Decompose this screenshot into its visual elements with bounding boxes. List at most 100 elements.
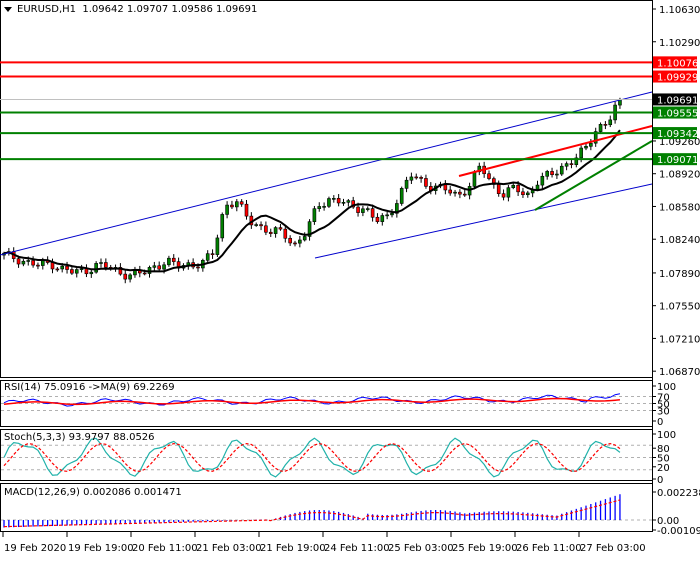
indicator-tick-label: 100 bbox=[657, 382, 676, 393]
price-tick-label: 1.07550 bbox=[659, 302, 700, 313]
candle-body bbox=[94, 263, 98, 273]
resistance-trendline bbox=[458, 125, 653, 177]
moving-average-line bbox=[3, 129, 621, 273]
indicator-tick-label: 50 bbox=[657, 400, 670, 411]
candle-body bbox=[472, 171, 477, 187]
candle-body bbox=[574, 157, 579, 165]
ohlc-open: 1.09642 bbox=[82, 4, 124, 15]
candle-body bbox=[210, 253, 215, 255]
candle-body bbox=[239, 201, 244, 205]
candle-body bbox=[496, 184, 501, 194]
indicator-tick-label: 50 bbox=[657, 454, 670, 465]
ohlc-low: 1.09586 bbox=[171, 4, 213, 15]
candle-body bbox=[380, 215, 385, 222]
candle-body bbox=[375, 216, 380, 222]
candle-body bbox=[40, 260, 45, 266]
time-tick-label: 25 Feb 19:00 bbox=[452, 543, 518, 554]
dropdown-triangle-icon[interactable] bbox=[4, 6, 12, 12]
candle-body bbox=[540, 175, 545, 186]
candle-body bbox=[404, 179, 409, 189]
macd-plot[interactable] bbox=[1, 494, 652, 528]
candle-body bbox=[564, 163, 569, 167]
indicator-tick-label: 70 bbox=[657, 393, 670, 404]
price-level-badge-label: 1.09929 bbox=[657, 73, 698, 84]
candle-body bbox=[424, 178, 428, 187]
time-tick-label: 19 Feb 19:00 bbox=[68, 543, 134, 554]
stoch-signal-line bbox=[3, 442, 621, 472]
price-level-badge-label: 1.09342 bbox=[657, 129, 698, 140]
stoch-label: Stoch(5,3,3) 93.9797 88.0526 bbox=[4, 432, 155, 443]
candle-body bbox=[196, 266, 200, 269]
candle-body bbox=[31, 260, 35, 266]
candle-body bbox=[511, 184, 516, 188]
candle-body bbox=[288, 237, 292, 244]
candle-body bbox=[346, 200, 351, 203]
indicator-tick-label: 30 bbox=[657, 407, 670, 418]
indicator-tick-label: 80 bbox=[657, 444, 670, 455]
candle-body bbox=[171, 257, 176, 262]
candle-body bbox=[244, 203, 249, 217]
price-axis[interactable]: 1.10630 1.10290 1.09260 1.08920 1.08580 1.082… bbox=[652, 0, 700, 537]
price-level-badge-label: 1.09691 bbox=[657, 95, 698, 106]
candle-body bbox=[385, 214, 389, 217]
price-level-badge bbox=[653, 127, 697, 140]
candle-body bbox=[50, 262, 55, 270]
candle-body bbox=[327, 198, 331, 207]
main-price-plot[interactable] bbox=[0, 61, 653, 284]
candle-body bbox=[230, 204, 234, 208]
candle-body bbox=[205, 253, 210, 261]
price-tick-label: 1.07890 bbox=[659, 269, 700, 280]
price-tick-label: 1.09260 bbox=[659, 137, 700, 148]
price-tick-label: 1.10630 bbox=[659, 5, 700, 16]
candle-body bbox=[104, 262, 108, 268]
rsi-plot[interactable] bbox=[1, 393, 652, 411]
candle-body bbox=[419, 177, 423, 179]
time-tick-label: 21 Feb 03:00 bbox=[196, 543, 262, 554]
price-tick-label: 1.08920 bbox=[659, 170, 700, 181]
time-tick-label: 27 Feb 03:00 bbox=[580, 543, 646, 554]
candle-body bbox=[215, 237, 220, 255]
candle-body bbox=[99, 262, 103, 264]
rsi-ma-line bbox=[3, 397, 621, 406]
candle-body bbox=[293, 242, 297, 245]
candle-body bbox=[268, 231, 273, 234]
candle-body bbox=[555, 173, 559, 176]
symbol-label: EURUSD,H1 bbox=[17, 4, 77, 15]
candle-body bbox=[157, 265, 161, 270]
macd-signal-line bbox=[3, 499, 621, 528]
channel-upper-line bbox=[0, 91, 653, 256]
candle-body bbox=[225, 204, 229, 215]
candle-body bbox=[307, 221, 312, 237]
candle-body bbox=[142, 272, 147, 275]
candle-body bbox=[220, 214, 225, 239]
candle-body bbox=[584, 146, 588, 149]
candle-body bbox=[370, 208, 375, 218]
price-tick-label: 1.10290 bbox=[659, 38, 700, 49]
candle-body bbox=[448, 189, 453, 194]
indicator-tick-label: 20 bbox=[657, 463, 670, 474]
candle-body bbox=[331, 198, 336, 200]
chart-header: EURUSD,H1 1.09642 1.09707 1.09586 1.0969… bbox=[4, 4, 257, 15]
candle-body bbox=[603, 124, 608, 126]
candle-body bbox=[254, 224, 258, 226]
candle-body bbox=[317, 206, 322, 209]
candle-body bbox=[593, 131, 598, 144]
stoch-plot[interactable] bbox=[1, 437, 652, 478]
candle-body bbox=[278, 227, 283, 230]
rsi-label: RSI(14) 75.0916 ->MA(9) 69.2269 bbox=[4, 382, 175, 393]
candle-body bbox=[550, 171, 554, 175]
candle-body bbox=[336, 198, 341, 204]
time-tick-label: 25 Feb 03:00 bbox=[388, 543, 454, 554]
time-tick-label: 19 Feb 2020 bbox=[4, 543, 66, 554]
candle-body bbox=[21, 260, 26, 265]
time-tick-label: 20 Feb 11:00 bbox=[132, 543, 198, 554]
candle-body bbox=[487, 173, 491, 179]
candle-body bbox=[128, 274, 132, 280]
candle-body bbox=[579, 147, 583, 159]
candle-body bbox=[162, 264, 166, 270]
candle-body bbox=[235, 201, 239, 208]
support-trendline bbox=[534, 140, 653, 211]
